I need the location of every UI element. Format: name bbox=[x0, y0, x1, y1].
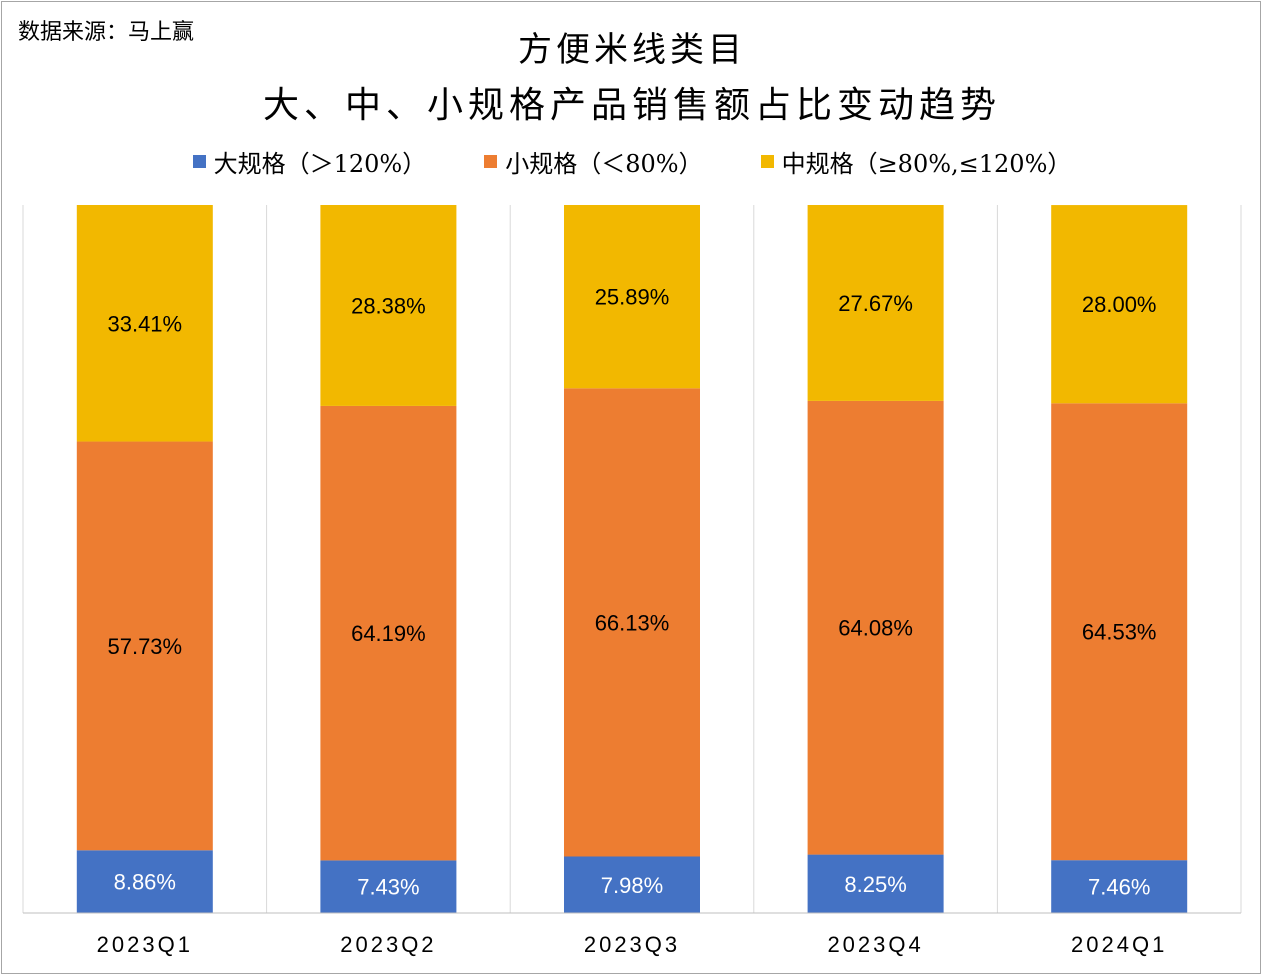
data-label-small-2023Q3: 66.13% bbox=[595, 610, 670, 635]
bar-medium-2023Q4 bbox=[807, 205, 944, 401]
legend-item-small: 小规格（＜80%） bbox=[484, 144, 703, 179]
data-label-medium-2023Q4: 27.67% bbox=[838, 291, 913, 316]
x-tick-label-2023Q2: 2023Q2 bbox=[340, 932, 436, 957]
bar-small-2024Q1 bbox=[1051, 403, 1188, 861]
data-label-large-2024Q1: 7.46% bbox=[1088, 875, 1150, 900]
bar-large-2024Q1 bbox=[1051, 860, 1188, 913]
bar-small-2023Q2 bbox=[320, 405, 457, 861]
legend-label-medium: 中规格（≥80%,≤120%） bbox=[781, 150, 1072, 178]
legend-item-large: 大规格（＞120%） bbox=[192, 144, 427, 179]
data-label-medium-2023Q1: 33.41% bbox=[107, 311, 182, 336]
data-label-large-2023Q4: 8.25% bbox=[844, 872, 906, 897]
bar-large-2023Q2 bbox=[320, 860, 457, 913]
bar-large-2023Q4 bbox=[807, 854, 944, 913]
legend: 大规格（＞120%） 小规格（＜80%） 中规格（≥80%,≤120%） bbox=[0, 144, 1264, 179]
bar-small-2023Q3 bbox=[564, 388, 700, 857]
data-label-large-2023Q2: 7.43% bbox=[357, 875, 419, 900]
chart-title-line2: 大、中、小规格产品销售额占比变动趋势 bbox=[262, 85, 1001, 126]
legend-swatch-medium bbox=[760, 155, 774, 168]
x-tick-label-2024Q1: 2024Q1 bbox=[1071, 932, 1167, 957]
x-tick-label-2023Q4: 2023Q4 bbox=[827, 932, 923, 957]
x-tick-label-2023Q1: 2023Q1 bbox=[97, 932, 193, 957]
legend-label-small: 小规格（＜80%） bbox=[505, 150, 703, 178]
data-label-small-2023Q4: 64.08% bbox=[838, 616, 913, 641]
source-note: 数据来源：马上赢 bbox=[18, 20, 195, 45]
data-label-small-2023Q2: 64.19% bbox=[351, 621, 426, 646]
bar-large-2023Q3 bbox=[564, 856, 700, 913]
bar-small-2023Q4 bbox=[807, 400, 944, 855]
legend-item-medium: 中规格（≥80%,≤120%） bbox=[760, 144, 1072, 179]
bar-medium-2023Q1 bbox=[76, 205, 213, 442]
data-label-small-2023Q1: 57.73% bbox=[107, 634, 182, 659]
data-label-large-2023Q1: 8.86% bbox=[114, 870, 176, 895]
data-label-medium-2024Q1: 28.00% bbox=[1082, 292, 1157, 317]
legend-swatch-small bbox=[484, 155, 498, 168]
data-label-small-2024Q1: 64.53% bbox=[1082, 620, 1157, 645]
bar-medium-2023Q3 bbox=[564, 205, 700, 389]
legend-swatch-large bbox=[192, 155, 206, 168]
x-tick-label-2023Q3: 2023Q3 bbox=[584, 932, 680, 957]
bar-medium-2024Q1 bbox=[1051, 205, 1188, 404]
data-label-medium-2023Q3: 25.89% bbox=[595, 285, 670, 310]
data-label-large-2023Q3: 7.98% bbox=[601, 873, 663, 898]
bar-medium-2023Q2 bbox=[320, 205, 457, 406]
legend-label-large: 大规格（＞120%） bbox=[213, 150, 427, 178]
data-label-medium-2023Q2: 28.38% bbox=[351, 293, 426, 318]
bar-large-2023Q1 bbox=[76, 850, 213, 913]
chart-title-line1: 方便米线类目 bbox=[518, 30, 746, 70]
bar-small-2023Q1 bbox=[76, 441, 213, 851]
